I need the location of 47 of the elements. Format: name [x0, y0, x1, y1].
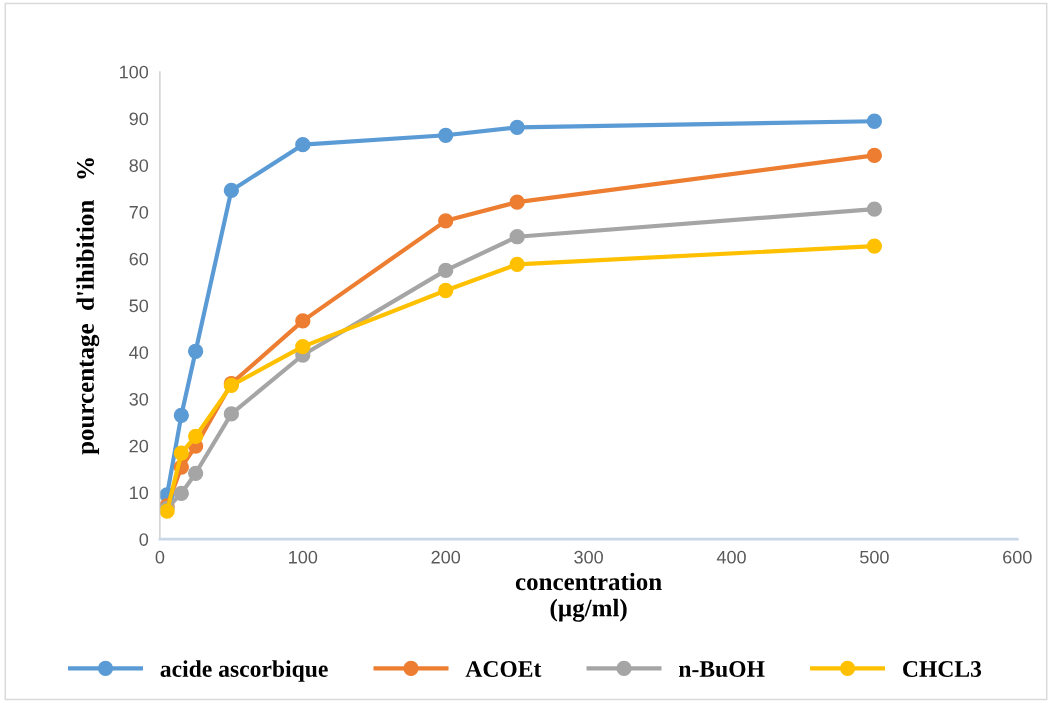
point	[438, 213, 454, 229]
point	[866, 201, 883, 217]
y-tick-label: 80	[129, 159, 149, 172]
point	[187, 428, 204, 444]
point	[173, 445, 189, 461]
legend-label: ACOEt	[465, 661, 542, 677]
x-axis-title: concentration (µg/ml)	[515, 572, 662, 622]
y-tick-label: 30	[129, 392, 149, 406]
legend-label: CHCL3	[903, 661, 982, 677]
x-tick-label: 200	[431, 550, 461, 564]
point	[438, 127, 454, 143]
point	[509, 119, 525, 135]
point	[295, 136, 311, 153]
y-tick-label: 90	[129, 112, 149, 126]
point	[187, 465, 204, 481]
point	[187, 343, 204, 359]
x-tick-label: 400	[716, 550, 746, 564]
y-tick-label: 20	[129, 439, 149, 453]
x-tick-label: 500	[860, 550, 889, 564]
point	[438, 262, 454, 279]
point	[509, 194, 525, 210]
point	[223, 406, 239, 422]
point	[866, 147, 883, 164]
y-tick-label: 10	[130, 486, 149, 500]
legend-label: acide ascorbique	[160, 660, 328, 682]
x-tick-label: 100	[289, 550, 318, 564]
x-tick-label: 0	[155, 550, 165, 564]
y-tick-label: 50	[129, 299, 149, 313]
point	[173, 485, 189, 502]
y-tick-label: 100	[120, 65, 149, 79]
point	[866, 113, 883, 129]
point	[223, 182, 239, 199]
point	[438, 282, 454, 299]
y-tick-label: 0	[139, 533, 149, 546]
legend-label: n-BuOH	[678, 661, 765, 678]
x-tick-label: 600	[1003, 550, 1032, 564]
y-tick-label: 60	[129, 252, 149, 266]
point	[173, 407, 189, 423]
x-tick-label: 300	[574, 550, 603, 564]
y-tick-label: 40	[129, 346, 149, 359]
point	[295, 338, 311, 355]
y-tick-label: 70	[129, 205, 149, 219]
y-axis-title: pourcentage d'ihibition %	[76, 158, 100, 455]
point	[509, 229, 525, 245]
point	[509, 256, 525, 272]
point	[295, 313, 311, 329]
point	[866, 238, 883, 254]
